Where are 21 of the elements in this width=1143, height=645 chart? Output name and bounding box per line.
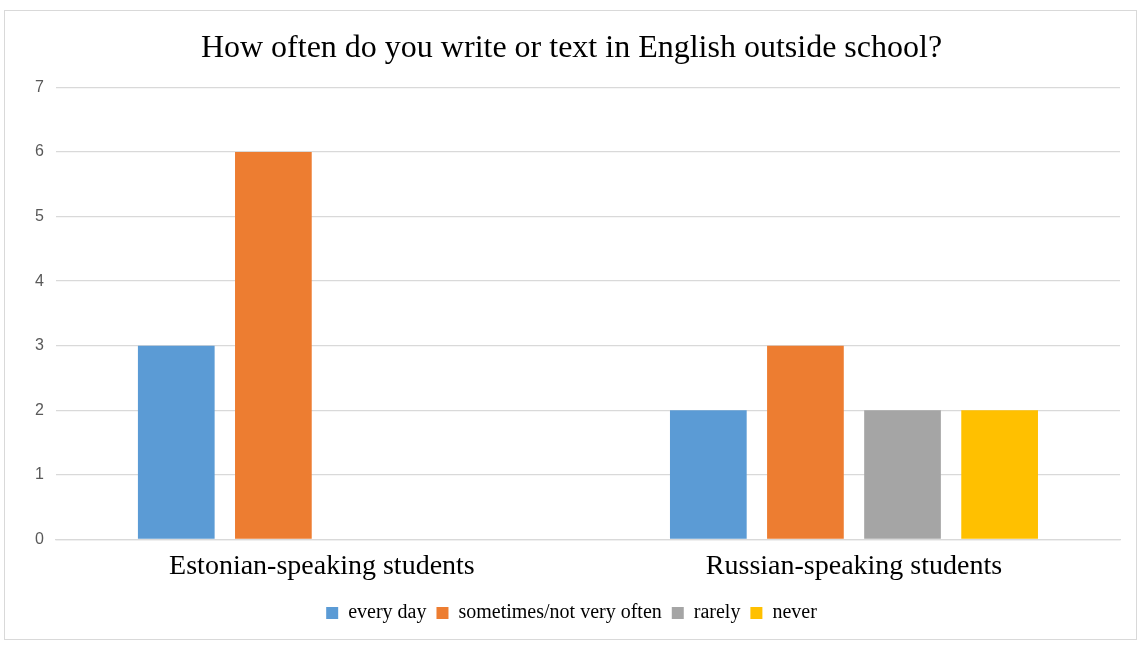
bar xyxy=(669,410,747,539)
legend-label: rarely xyxy=(693,600,741,624)
x-tick-label: Estonian-speaking students xyxy=(169,548,475,580)
y-tick-label: 5 xyxy=(34,206,44,224)
bar xyxy=(235,151,312,539)
x-tick-label: Russian-speaking students xyxy=(705,548,1003,580)
y-tick-label: 3 xyxy=(34,336,44,354)
y-tick-label: 2 xyxy=(34,400,44,418)
y-tick-label: 6 xyxy=(34,142,44,160)
bar xyxy=(961,410,1038,539)
legend-label: every day xyxy=(348,600,427,624)
y-tick-label: 7 xyxy=(34,77,44,95)
chart-title: How often do you write or text in English outside school? xyxy=(200,27,943,64)
legend-label: never xyxy=(772,600,818,623)
bar xyxy=(137,345,215,539)
y-tick-label: 1 xyxy=(34,465,44,483)
legend-label: sometimes/not very often xyxy=(458,600,662,624)
y-tick-label: 0 xyxy=(34,529,44,547)
y-tick-label: 4 xyxy=(34,271,44,289)
bar xyxy=(864,410,941,539)
bar xyxy=(767,345,844,539)
